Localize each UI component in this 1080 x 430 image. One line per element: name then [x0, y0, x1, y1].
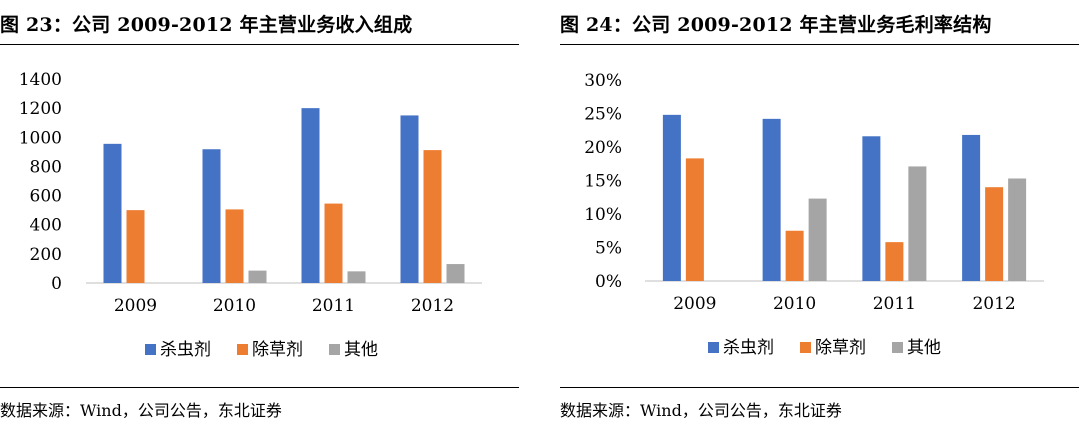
- x-tick-label: 2010: [213, 296, 256, 316]
- bar: [1008, 178, 1027, 281]
- y-tick-label: 800: [30, 157, 62, 177]
- bar: [685, 158, 704, 281]
- legend-swatch: [892, 342, 903, 353]
- y-tick-label: 200: [30, 245, 62, 265]
- legend-swatch: [800, 342, 811, 353]
- bar: [862, 136, 881, 281]
- bar: [446, 264, 465, 283]
- bar: [908, 166, 927, 281]
- legend-swatch: [708, 342, 719, 353]
- y-tick-label: 15%: [584, 172, 622, 192]
- y-tick-label: 0%: [595, 272, 622, 292]
- legend-label: 除草剂: [252, 340, 303, 360]
- bar: [962, 134, 981, 281]
- legend-label: 其他: [907, 338, 941, 358]
- y-tick-label: 25%: [584, 105, 622, 125]
- source-rule: [560, 387, 1079, 388]
- title-rule: [0, 44, 519, 45]
- figure-24-panel: 图 24：公司 2009-2012 年主营业务毛利率结构 0% 5% 10% 15% 2…: [560, 0, 1080, 430]
- x-tick-label: 2012: [411, 296, 454, 316]
- y-tick-label: 10%: [584, 205, 622, 225]
- x-tick-label: 2011: [873, 294, 916, 314]
- bar: [301, 108, 320, 283]
- legend-label: 其他: [344, 340, 378, 360]
- bar: [347, 271, 366, 283]
- figure-24-title: 图 24：公司 2009-2012 年主营业务毛利率结构: [560, 14, 992, 36]
- y-tick-label: 0: [51, 274, 62, 294]
- bar: [423, 150, 442, 283]
- legend-label: 杀虫剂: [723, 338, 774, 358]
- x-tick-label: 2012: [972, 294, 1015, 314]
- figure-23-chart: 0 200 400 600 800 1000 1200 1400 2009 2010 2011 201…: [19, 70, 482, 360]
- bar: [985, 187, 1004, 281]
- y-tick-label: 1400: [19, 70, 62, 90]
- bar: [225, 209, 244, 283]
- bar: [785, 230, 804, 281]
- figure-23-source: 数据来源：Wind，公司公告，东北证券: [0, 401, 282, 420]
- x-tick-label: 2011: [312, 296, 355, 316]
- figure-23-title: 图 23：公司 2009-2012 年主营业务收入组成: [0, 14, 413, 36]
- legend-swatch: [329, 344, 340, 355]
- bar: [103, 143, 122, 283]
- figure-24-source: 数据来源：Wind，公司公告，东北证券: [560, 401, 842, 420]
- y-tick-label: 600: [30, 187, 62, 207]
- x-tick-label: 2009: [114, 296, 157, 316]
- figure-24-chart: 0% 5% 10% 15% 20% 25% 30% 2009 2010 2011 2012 杀虫剂 除草…: [584, 71, 1044, 358]
- y-tick-label: 1000: [19, 128, 62, 148]
- y-tick-label: 400: [30, 216, 62, 236]
- bar: [400, 115, 419, 283]
- y-tick-label: 30%: [584, 71, 622, 91]
- legend-swatch: [145, 344, 156, 355]
- x-tick-label: 2010: [773, 294, 816, 314]
- bar: [202, 149, 221, 283]
- y-tick-label: 1200: [19, 99, 62, 119]
- bar: [324, 203, 343, 283]
- bar: [662, 114, 681, 281]
- bar: [248, 270, 267, 283]
- title-rule: [560, 44, 1079, 45]
- x-tick-label: 2009: [673, 294, 716, 314]
- bar: [126, 210, 145, 283]
- bar: [808, 198, 827, 281]
- bar: [762, 118, 781, 281]
- legend-swatch: [237, 344, 248, 355]
- y-tick-label: 20%: [584, 138, 622, 158]
- bar: [885, 242, 904, 281]
- legend-label: 除草剂: [815, 338, 866, 358]
- figure-23-panel: 图 23：公司 2009-2012 年主营业务收入组成 0 200 400 600 80…: [0, 0, 520, 430]
- source-rule: [0, 387, 519, 388]
- legend-label: 杀虫剂: [160, 340, 211, 360]
- y-tick-label: 5%: [595, 239, 622, 259]
